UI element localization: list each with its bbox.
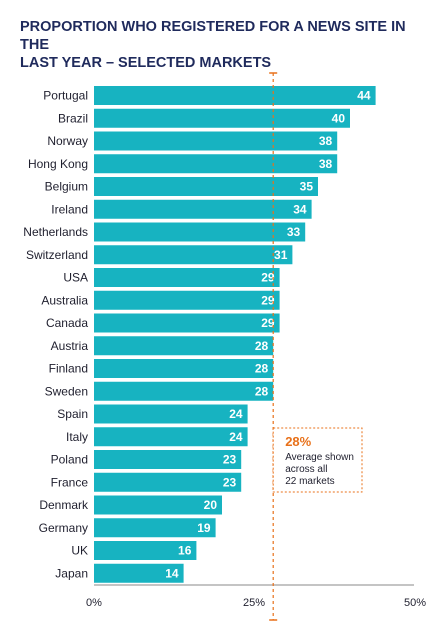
value-label: 19: [197, 521, 211, 535]
chart-title: Proportion who registered for a news sit…: [20, 18, 430, 72]
category-label: Belgium: [45, 180, 88, 194]
category-label: Brazil: [58, 111, 88, 125]
x-tick-label: 50%: [404, 597, 426, 609]
value-label: 29: [261, 293, 275, 307]
x-tick-label: 0%: [86, 597, 102, 609]
category-label: Denmark: [39, 498, 89, 512]
value-label: 34: [293, 202, 307, 216]
category-label: Spain: [57, 407, 88, 421]
value-label: 31: [274, 248, 288, 262]
category-label: Japan: [55, 566, 88, 580]
value-label: 20: [204, 498, 218, 512]
value-label: 40: [332, 111, 346, 125]
bar: [94, 290, 280, 310]
chart-title-line-2: last year – selected markets: [20, 55, 272, 71]
value-label: 35: [300, 180, 314, 194]
average-note-line: across all: [285, 464, 327, 475]
category-label: Sweden: [45, 384, 88, 398]
category-label: Australia: [41, 293, 88, 307]
x-tick-label: 25%: [243, 597, 265, 609]
bar: [94, 86, 376, 105]
category-label: Finland: [49, 362, 88, 376]
value-label: 24: [229, 407, 243, 421]
category-label: UK: [71, 544, 88, 558]
bar: [94, 495, 222, 515]
category-label: Germany: [39, 521, 88, 535]
category-label: France: [51, 475, 89, 489]
value-label: 14: [165, 566, 179, 580]
bar: [94, 427, 248, 447]
category-label: Canada: [46, 316, 88, 330]
value-label: 38: [319, 134, 333, 148]
category-label: USA: [63, 271, 88, 285]
category-label: Ireland: [51, 202, 88, 216]
average-value-label: 28%: [285, 434, 311, 449]
bar: [94, 199, 312, 219]
bar: [94, 108, 350, 128]
bar: [94, 359, 274, 378]
category-label: Hong Kong: [28, 157, 88, 171]
value-label: 23: [223, 475, 237, 489]
chart-title-line-1: Proportion who registered for a news sit…: [20, 19, 406, 53]
value-label: 28: [255, 362, 269, 376]
bar: [94, 222, 306, 242]
value-label: 44: [357, 89, 371, 103]
average-note-line: Average shown: [285, 452, 354, 463]
value-label: 33: [287, 225, 301, 239]
bar: [94, 518, 216, 538]
value-label: 28: [255, 339, 269, 353]
bar: [94, 313, 280, 333]
bar: [94, 131, 338, 151]
bar: [94, 268, 280, 287]
bar: [94, 336, 274, 356]
value-label: 16: [178, 544, 192, 558]
value-label: 23: [223, 453, 237, 467]
bar: [94, 450, 242, 469]
category-label: Netherlands: [23, 225, 88, 239]
category-label: Italy: [66, 430, 88, 444]
category-label: Switzerland: [26, 248, 88, 262]
bar: [94, 381, 274, 401]
bar: [94, 563, 184, 583]
value-label: 29: [261, 316, 275, 330]
bar: [94, 472, 242, 492]
average-note-line: 22 markets: [285, 476, 334, 487]
bar: [94, 177, 318, 196]
category-label: Portugal: [43, 89, 88, 103]
average-annotation-box: [272, 427, 363, 493]
category-label: Poland: [51, 453, 88, 467]
value-label: 29: [261, 271, 275, 285]
value-label: 38: [319, 157, 333, 171]
bar: [94, 404, 248, 424]
category-label: Norway: [47, 134, 88, 148]
bar: [94, 541, 197, 560]
bar: [94, 154, 338, 174]
bar: [94, 245, 293, 265]
category-label: Austria: [51, 339, 89, 353]
value-label: 24: [229, 430, 243, 444]
value-label: 28: [255, 384, 269, 398]
